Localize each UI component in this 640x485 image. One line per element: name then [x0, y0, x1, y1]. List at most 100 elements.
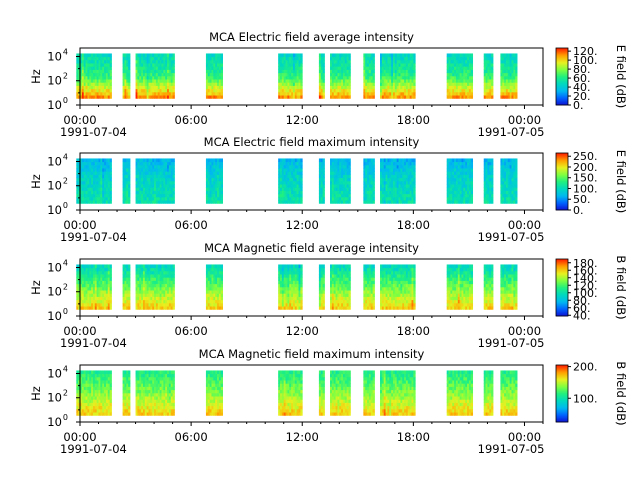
spectrogram-cell — [110, 300, 112, 304]
spectrogram-cell — [413, 174, 415, 178]
spectrogram-cell — [173, 191, 175, 195]
y-tick-exponent: 2 — [63, 177, 68, 186]
spectrogram-cell — [373, 60, 375, 64]
y-tick-exponent: 4 — [63, 152, 68, 161]
x-date-label: 1991-07-05 — [478, 230, 545, 244]
spectrogram-cell — [323, 76, 325, 80]
spectrogram-cell — [110, 293, 112, 297]
spectrogram-cell — [515, 57, 517, 61]
spectrogram-cell — [471, 171, 473, 175]
colorbar-tick-label: 250. — [573, 150, 598, 163]
spectrogram-cell — [323, 82, 325, 86]
spectrogram-cell — [349, 174, 351, 178]
spectrogram-cell — [515, 86, 517, 90]
spectrogram-cell — [300, 277, 302, 281]
spectrogram-cell — [349, 60, 351, 64]
spectrogram-cell — [515, 194, 517, 198]
spectrogram-cell — [491, 197, 493, 201]
spectrogram-cell — [221, 297, 223, 301]
spectrogram-cell — [300, 264, 302, 268]
spectrogram-cell — [128, 86, 130, 90]
spectrogram-cell — [128, 82, 130, 86]
spectrogram-cell — [128, 168, 130, 172]
spectrogram-cell — [373, 191, 375, 195]
spectrogram-cell — [373, 53, 375, 57]
spectrogram-cell — [471, 69, 473, 73]
spectrogram-cell — [173, 277, 175, 281]
spectrogram-cell — [413, 82, 415, 86]
spectrogram-cell — [373, 69, 375, 73]
spectrogram-cell — [471, 162, 473, 166]
spectrogram-cell — [323, 268, 325, 272]
spectrogram-cell — [373, 66, 375, 70]
spectrogram-cell — [323, 184, 325, 188]
spectrogram-cell — [110, 181, 112, 185]
spectrogram-cell — [221, 171, 223, 175]
spectrogram-cell — [323, 86, 325, 90]
spectrogram-cell — [413, 86, 415, 90]
spectrogram-cell — [373, 168, 375, 172]
spectrogram-cell — [110, 66, 112, 70]
spectrogram-cell — [300, 69, 302, 73]
spectrogram-cell — [173, 53, 175, 57]
spectrogram-cell — [110, 184, 112, 188]
spectrogram-cell — [491, 73, 493, 77]
spectrogram-cell — [128, 284, 130, 288]
spectrogram-cell — [128, 165, 130, 169]
spectrogram-cell — [128, 187, 130, 191]
colorbar-label: E field (dB) — [614, 150, 628, 214]
spectrogram-cell — [471, 184, 473, 188]
spectrogram-cell — [491, 63, 493, 67]
spectrogram-cell — [300, 66, 302, 70]
panel-3: MCA Magnetic field average intensityHz10… — [29, 241, 628, 350]
y-tick-exponent: 2 — [63, 72, 68, 81]
spectrogram-cell — [128, 60, 130, 64]
spectrogram-cell — [221, 57, 223, 61]
spectrogram-cell — [221, 280, 223, 284]
spectrogram-cell — [349, 181, 351, 185]
spectrogram-cell — [515, 168, 517, 172]
spectrogram-cell — [128, 277, 130, 281]
spectrogram-cell — [173, 297, 175, 301]
spectrogram-cell — [221, 287, 223, 291]
spectrogram-cell — [300, 306, 302, 310]
spectrogram-cell — [110, 89, 112, 93]
spectrogram-cell — [300, 171, 302, 175]
spectrogram-cell — [300, 197, 302, 201]
colorbar: 0.20.40.60.80.100.120.E field (dB) — [556, 45, 628, 112]
spectrogram-cell — [173, 63, 175, 67]
spectrogram-cell — [373, 184, 375, 188]
spectrogram-cell — [413, 165, 415, 169]
spectrogram-cell — [300, 174, 302, 178]
x-tick-label: 12:00 — [286, 113, 319, 127]
spectrogram-cell — [373, 95, 375, 99]
spectrogram-cell — [110, 284, 112, 288]
spectrogram-cell — [221, 79, 223, 83]
spectrogram-cell — [221, 82, 223, 86]
spectrogram-cell — [471, 89, 473, 93]
spectrogram-cell — [373, 73, 375, 77]
spectrogram-cell — [323, 274, 325, 278]
spectrogram-cell — [128, 200, 130, 204]
spectrogram-cell — [373, 171, 375, 175]
spectrogram-cell — [491, 53, 493, 57]
spectrogram-cell — [221, 66, 223, 70]
spectrogram-cell — [349, 171, 351, 175]
spectrogram-cell — [300, 53, 302, 57]
spectrogram-cell — [110, 297, 112, 301]
spectrogram-cell — [221, 277, 223, 281]
spectrogram-cell — [173, 300, 175, 304]
spectrogram-cell — [110, 268, 112, 272]
spectrogram-cell — [110, 69, 112, 73]
spectrogram-cell — [349, 86, 351, 90]
spectrogram-cell — [491, 168, 493, 172]
spectrogram-cell — [413, 187, 415, 191]
spectrogram-cell — [373, 200, 375, 204]
spectrogram-cell — [221, 284, 223, 288]
spectrogram-cell — [515, 178, 517, 182]
spectrogram-cell — [515, 200, 517, 204]
spectrogram-cell — [110, 158, 112, 162]
spectrogram-cell — [323, 66, 325, 70]
